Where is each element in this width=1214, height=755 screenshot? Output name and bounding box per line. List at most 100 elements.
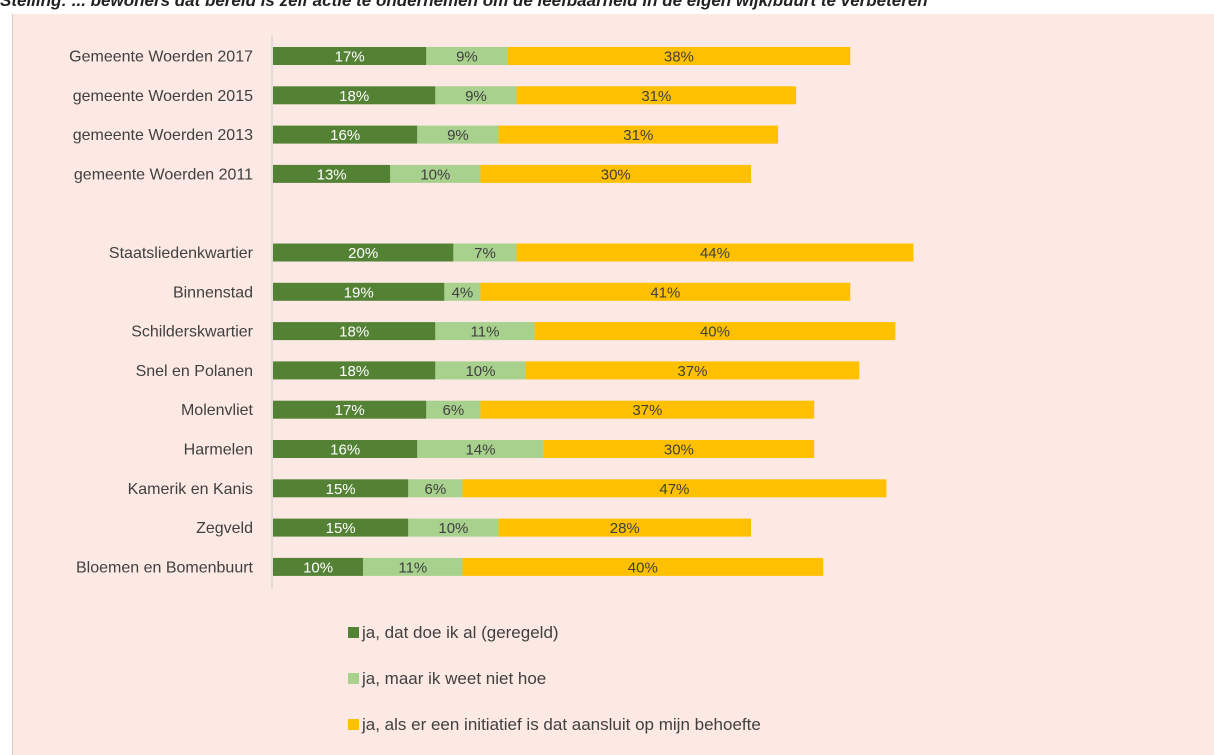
category-label: Gemeente Woerden 2017 xyxy=(69,49,253,66)
bar-segment-series-1 xyxy=(273,243,454,262)
bar-segment-series-1 xyxy=(273,282,445,301)
data-label: 37% xyxy=(632,402,662,419)
data-label: 40% xyxy=(628,559,658,576)
bar-segment-series-3 xyxy=(498,518,752,537)
data-label: 15% xyxy=(326,520,356,537)
category-label: Snel en Polanen xyxy=(136,363,253,380)
bar-segment-series-2 xyxy=(453,243,517,262)
legend-swatch xyxy=(348,673,359,684)
bar-segment-series-2 xyxy=(417,440,544,458)
legend-label: ja, dat doe ik al (geregeld) xyxy=(361,623,559,642)
bar-segment-series-2 xyxy=(426,400,481,419)
chart-panel: Gemeente Woerden 2017 17% 9% 38% gemeente Wo… xyxy=(12,14,1214,755)
data-label: 18% xyxy=(339,88,369,105)
data-label: 41% xyxy=(650,284,680,301)
bar-segment-series-1 xyxy=(273,164,391,183)
data-label: 30% xyxy=(601,166,631,183)
bar-segment-series-2 xyxy=(363,557,463,576)
category-label: Staatsliedenkwartier xyxy=(109,245,254,262)
data-label: 9% xyxy=(456,49,478,66)
data-label: 15% xyxy=(326,481,356,498)
stacked-bar-chart: Gemeente Woerden 2017 17% 9% 38% gemeente Wo… xyxy=(69,36,914,734)
bar-segment-series-3 xyxy=(543,440,815,458)
category-label: gemeente Woerden 2015 xyxy=(73,88,253,105)
bar-segment-series-2 xyxy=(390,164,481,183)
data-label: 31% xyxy=(641,88,671,105)
data-label: 9% xyxy=(447,127,469,144)
bar-segment-series-3 xyxy=(498,125,779,144)
data-label: 30% xyxy=(664,442,694,459)
bar-segment-series-2 xyxy=(444,282,481,301)
bar-segment-series-1 xyxy=(273,479,409,498)
category-label: Molenvliet xyxy=(181,402,254,419)
category-label: Schilderskwartier xyxy=(131,324,253,341)
bar-segment-series-1 xyxy=(273,361,436,380)
legend-label: ja, als er een initiatief is dat aanslui… xyxy=(361,715,761,734)
bar-segment-series-2 xyxy=(435,322,535,341)
data-label: 10% xyxy=(420,166,450,183)
category-label: Binnenstad xyxy=(173,284,253,301)
legend-swatch xyxy=(348,627,359,638)
legend-swatch xyxy=(348,719,359,730)
bar-segment-series-1 xyxy=(273,86,436,105)
bar-segment-series-1 xyxy=(273,440,418,458)
data-label: 20% xyxy=(348,245,378,262)
data-label: 10% xyxy=(438,520,468,537)
data-label: 11% xyxy=(471,324,500,341)
legend-label: ja, maar ik weet niet hoe xyxy=(361,669,546,688)
data-label: 17% xyxy=(335,49,365,66)
bar-segment-series-2 xyxy=(417,125,499,144)
category-label: Harmelen xyxy=(184,442,253,459)
data-label: 28% xyxy=(610,520,640,537)
data-label: 10% xyxy=(465,363,495,380)
data-label: 11% xyxy=(398,559,427,576)
data-label: 10% xyxy=(303,559,333,576)
bar-segment-series-3 xyxy=(516,86,797,105)
data-label: 38% xyxy=(664,49,694,66)
data-label: 17% xyxy=(335,402,365,419)
bar-segment-series-3 xyxy=(507,47,851,65)
category-label: Zegveld xyxy=(196,520,253,537)
bar-segment-series-3 xyxy=(462,479,887,498)
bar-segment-series-3 xyxy=(480,164,752,183)
bar-segment-series-3 xyxy=(462,557,824,576)
bar-segment-series-3 xyxy=(480,400,815,419)
bar-segment-series-1 xyxy=(273,400,427,419)
data-label: 6% xyxy=(425,481,447,498)
bar-segment-series-2 xyxy=(408,518,499,537)
chart-title: Stelling: ... bewoners dat bereid is zel… xyxy=(0,0,928,10)
bar-segment-series-1 xyxy=(273,322,436,341)
bar-segment-series-1 xyxy=(273,518,409,537)
data-label: 37% xyxy=(677,363,707,380)
data-label: 9% xyxy=(465,88,487,105)
data-label: 19% xyxy=(344,284,374,301)
data-label: 18% xyxy=(339,324,369,341)
bar-segment-series-2 xyxy=(426,47,508,65)
data-label: 6% xyxy=(443,402,465,419)
bar-segment-series-2 xyxy=(435,361,526,380)
data-label: 40% xyxy=(700,324,730,341)
bar-segment-series-3 xyxy=(534,322,896,341)
bar-segment-series-3 xyxy=(525,361,860,380)
category-label: Bloemen en Bomenbuurt xyxy=(76,559,254,576)
data-label: 16% xyxy=(330,127,360,144)
data-label: 31% xyxy=(623,127,653,144)
data-label: 44% xyxy=(700,245,730,262)
bar-segment-series-3 xyxy=(516,243,914,262)
bar-segment-series-1 xyxy=(273,47,427,65)
bar-segment-series-3 xyxy=(480,282,851,301)
data-label: 47% xyxy=(659,481,689,498)
bar-segment-series-1 xyxy=(273,125,418,144)
data-label: 13% xyxy=(317,166,347,183)
bar-segment-series-1 xyxy=(273,557,364,576)
category-label: gemeente Woerden 2013 xyxy=(73,127,253,144)
data-label: 7% xyxy=(474,245,496,262)
bar-segment-series-2 xyxy=(408,479,463,498)
data-label: 18% xyxy=(339,363,369,380)
category-label: Kamerik en Kanis xyxy=(128,481,253,498)
data-label: 4% xyxy=(452,284,474,301)
data-label: 14% xyxy=(465,442,495,459)
data-label: 16% xyxy=(330,442,360,459)
chart-title-strip: Stelling: ... bewoners dat bereid is zel… xyxy=(0,0,1214,14)
bar-segment-series-2 xyxy=(435,86,517,105)
